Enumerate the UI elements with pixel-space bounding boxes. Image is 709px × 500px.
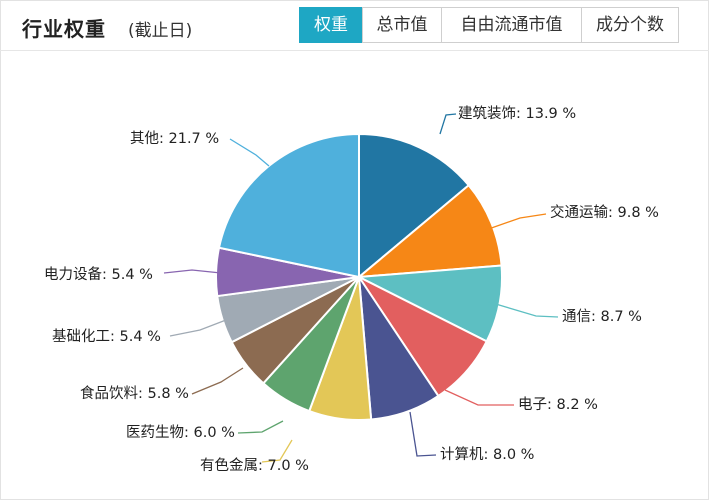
leader-line-8 [191,367,244,395]
slice-label-10: 电力设备: 5.4 % [44,266,153,283]
slice-label-7: 医药生物: 6.0 % [126,424,235,441]
page-subtitle: (截止日) [128,21,193,41]
leader-line-2 [479,213,547,233]
leader-line-11 [229,138,270,167]
tab-total-market-cap[interactable]: 总市值 [362,7,442,43]
slice-label-4: 电子: 8.2 % [518,396,598,413]
metric-tabs: 权重 总市值 自由流通市值 成分个数 [299,7,679,43]
slice-label-5: 计算机: 8.0 % [440,446,534,463]
slice-label-9: 基础化工: 5.4 % [52,328,161,345]
slice-label-3: 通信: 8.7 % [562,308,642,325]
leader-line-6 [261,439,293,463]
tab-constituent-count[interactable]: 成分个数 [581,7,679,43]
tab-weight[interactable]: 权重 [299,7,363,43]
leader-line-5 [409,411,437,457]
panel-header: 行业权重 (截止日) 权重 总市值 自由流通市值 成分个数 [0,0,709,51]
leader-line-10 [163,269,222,274]
page-title: 行业权重 [22,17,106,41]
slice-label-11: 其他: 21.7 % [130,130,219,147]
slice-label-2: 交通运输: 9.8 % [550,203,659,221]
slice-label-1: 建筑装饰: 13.9 % [458,105,576,122]
pie-slice-1[interactable] [358,132,471,280]
leader-line-3 [488,301,559,318]
pie-slice-2[interactable] [355,183,503,279]
tab-free-float-market-cap[interactable]: 自由流通市值 [441,7,582,43]
slice-label-8: 食品饮料: 5.8 % [80,385,189,402]
leader-line-1 [439,113,457,135]
leader-line-4 [444,389,514,406]
leader-line-9 [169,319,227,337]
leader-line-7 [237,420,284,434]
slice-label-6: 有色金属: 7.0 % [200,457,309,474]
